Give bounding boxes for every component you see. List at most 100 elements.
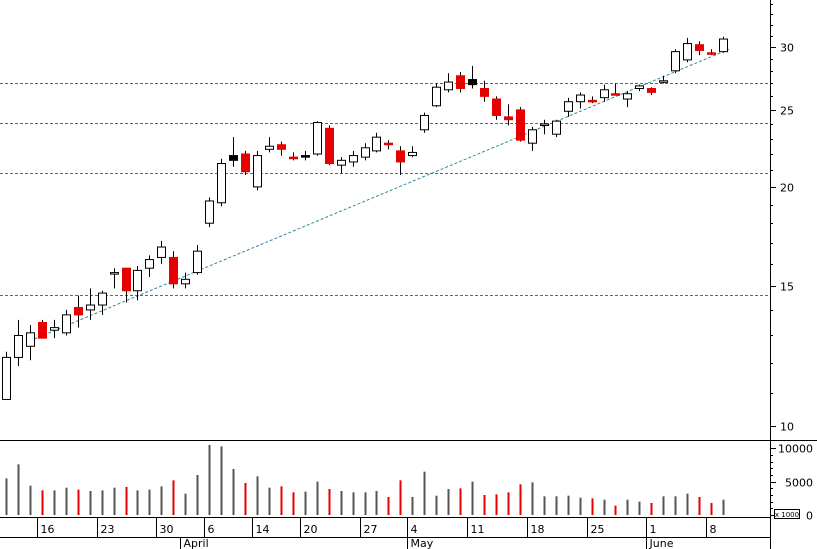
candle-body — [552, 120, 561, 135]
candle — [86, 288, 95, 320]
trendline-layer — [29, 48, 730, 342]
candle-body — [50, 327, 59, 331]
candle-body — [468, 79, 477, 86]
candle-body — [349, 155, 358, 163]
candle — [695, 41, 704, 56]
candle-body — [301, 155, 310, 158]
candle-body — [145, 259, 154, 269]
candle — [564, 97, 573, 117]
candle-body — [444, 81, 453, 91]
date-tick-label: 14 — [256, 523, 270, 536]
date-tick-label: 30 — [160, 523, 174, 536]
candle — [588, 96, 597, 104]
candle-body — [372, 136, 381, 152]
candle-body — [504, 116, 513, 121]
candle-body — [265, 145, 274, 150]
candle-body — [396, 150, 405, 163]
candle — [552, 119, 561, 138]
candle-body — [516, 109, 525, 141]
candle-body — [600, 89, 609, 99]
volume-unit-label: x 1000 — [775, 511, 799, 519]
candle — [372, 132, 381, 153]
candle — [277, 141, 286, 156]
candle — [26, 325, 35, 361]
price-tick-label: 20 — [780, 182, 794, 195]
candle — [289, 152, 298, 161]
candle — [14, 319, 23, 366]
trendline — [29, 48, 730, 342]
candle-body — [671, 51, 680, 72]
candle-body — [217, 163, 226, 204]
candle-body — [193, 250, 202, 274]
date-tick-label: 4 — [411, 523, 418, 536]
candle — [456, 72, 465, 93]
month-label: June — [649, 537, 674, 549]
candle — [611, 83, 620, 96]
candle — [337, 157, 346, 174]
candle — [38, 319, 47, 339]
price-tick-label: 30 — [780, 42, 794, 55]
candle — [62, 309, 71, 336]
candle — [635, 84, 644, 92]
volume-tick-label: 5000 — [785, 477, 813, 490]
month-label: May — [411, 537, 434, 549]
candle-body — [14, 334, 23, 358]
candle — [600, 84, 609, 102]
candle-body — [2, 356, 11, 400]
candle — [349, 150, 358, 167]
volume-unit-box — [774, 509, 800, 519]
candle-body — [157, 246, 166, 258]
date-tick-label: 16 — [41, 523, 55, 536]
candle-body — [86, 304, 95, 311]
candle — [145, 255, 154, 278]
candle-body — [480, 87, 489, 97]
candle — [253, 150, 262, 191]
candle-body — [122, 267, 131, 292]
candle-body — [432, 86, 441, 107]
candle-body — [337, 159, 346, 166]
candle-body — [289, 156, 298, 160]
candle-body — [528, 129, 537, 144]
candle-body — [133, 269, 142, 292]
candle — [265, 137, 274, 153]
candle — [217, 158, 226, 207]
candle-body — [719, 38, 728, 53]
candle — [50, 319, 59, 339]
candle-body — [110, 272, 119, 275]
candle — [205, 197, 214, 228]
candle — [647, 87, 656, 96]
date-tick-label: 6 — [208, 523, 215, 536]
candle — [313, 121, 322, 156]
candle-body — [26, 332, 35, 347]
month-label: April — [184, 537, 209, 549]
price-tick-label: 10 — [780, 421, 794, 434]
candle-body — [169, 256, 178, 285]
candle — [98, 290, 107, 315]
candle-body — [695, 44, 704, 51]
candle — [301, 150, 310, 161]
candle — [623, 91, 632, 108]
candle-body — [576, 94, 585, 103]
date-tick-label: 25 — [591, 523, 605, 536]
candle — [432, 83, 441, 108]
candles-layer — [2, 36, 728, 400]
candle-body — [38, 321, 47, 339]
candle — [540, 119, 549, 135]
candle-body — [540, 123, 549, 126]
candle — [2, 351, 11, 400]
candle — [325, 125, 334, 166]
candle — [229, 137, 238, 167]
candle — [181, 272, 190, 289]
candle — [671, 49, 680, 74]
candle-body — [205, 200, 214, 224]
candle — [659, 75, 668, 84]
candle-body — [62, 314, 71, 334]
volume-tick-label: 0 — [806, 510, 813, 523]
candle-body — [611, 93, 620, 96]
candle-body — [384, 142, 393, 146]
candle-body — [635, 85, 644, 89]
candle-body — [564, 101, 573, 112]
candle — [444, 73, 453, 93]
candle — [241, 150, 250, 176]
